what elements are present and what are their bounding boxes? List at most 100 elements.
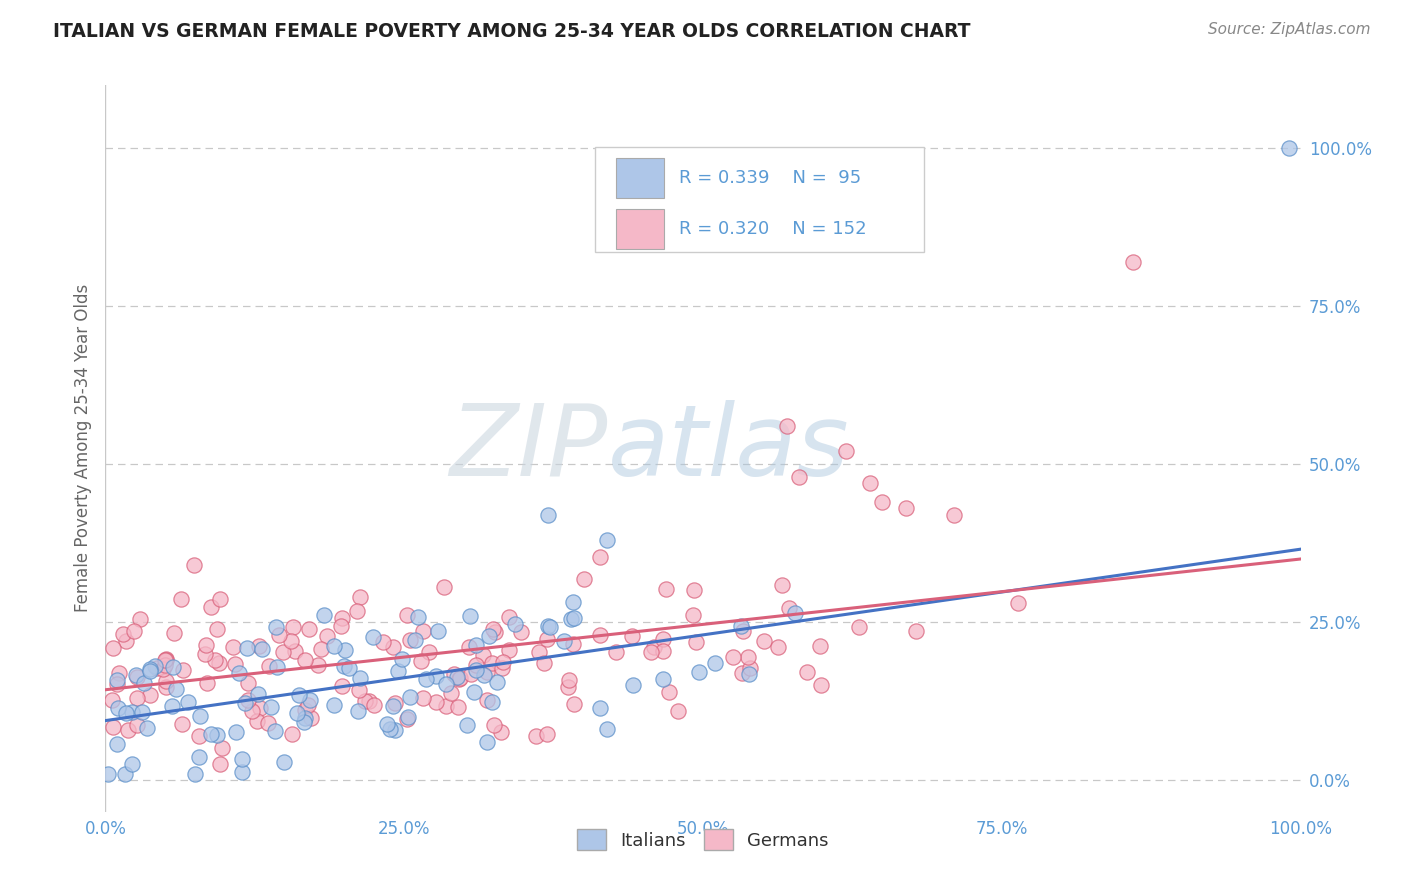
Point [155,673,177,688]
Point [231,764,253,779]
Point [766,640,789,654]
Point [655,582,678,597]
Point [406,610,429,624]
Point [222,640,245,655]
Point [281,620,304,634]
Point [153,653,176,667]
Point [562,698,585,712]
Point [280,727,302,741]
Point [347,682,370,697]
Point [121,757,143,772]
Point [280,633,302,648]
Point [105,677,128,691]
Point [572,572,595,586]
Point [942,508,965,522]
Point [460,666,482,681]
Point [188,709,211,723]
Point [391,652,413,666]
FancyBboxPatch shape [616,209,664,249]
Point [108,665,131,680]
Point [155,652,177,666]
Point [316,629,339,643]
Point [481,695,503,709]
Point [640,645,662,659]
Point [447,673,470,687]
Point [620,629,643,643]
Point [524,730,547,744]
Point [349,590,371,604]
Point [143,659,166,673]
Point [235,696,257,710]
Point [373,634,395,648]
Point [129,612,152,626]
Point [446,700,468,714]
Point [246,687,269,701]
Point [778,601,800,615]
Point [808,640,831,654]
Point [285,706,308,721]
Point [236,693,259,707]
Point [425,669,447,683]
Point [482,622,505,636]
Point [299,711,322,725]
Point [208,756,231,771]
Point [311,641,333,656]
Point [333,642,356,657]
Point [131,705,153,719]
Point [225,724,247,739]
Point [872,495,894,509]
Point [560,612,582,626]
Point [737,666,759,681]
Point [208,592,231,607]
Point [242,704,264,718]
Text: ITALIAN VS GERMAN FEMALE POVERTY AMONG 25-34 YEAR OLDS CORRELATION CHART: ITALIAN VS GERMAN FEMALE POVERTY AMONG 2… [53,22,972,41]
Point [361,630,384,644]
Point [121,705,143,719]
Point [426,624,449,638]
Point [562,611,585,625]
Point [682,608,704,623]
Point [398,690,420,704]
Point [492,655,515,669]
Point [404,633,426,648]
Point [163,626,186,640]
Point [139,662,162,676]
Point [247,639,270,653]
Point [211,740,233,755]
Point [135,721,157,735]
Point [460,609,482,624]
Point [330,619,353,633]
Point [589,628,612,642]
Point [194,638,217,652]
Point [257,659,280,673]
Point [314,608,336,623]
Point [538,620,561,634]
Point [651,644,673,658]
Point [139,688,162,702]
Point [787,469,810,483]
Point [381,699,404,714]
Point [294,703,316,717]
Point [731,666,754,681]
Point [477,735,499,749]
Point [155,680,177,694]
Point [484,625,506,640]
Point [464,638,486,652]
Point [153,658,176,673]
Point [205,622,228,636]
Point [284,644,307,658]
Point [264,724,287,739]
Point [465,663,488,677]
Point [298,622,321,636]
Point [409,654,432,668]
Point [527,645,550,659]
Point [347,704,370,718]
Point [266,660,288,674]
Point [733,624,755,639]
Point [896,501,918,516]
Point [294,711,316,725]
Point [1007,596,1029,610]
Point [114,766,136,780]
Point [557,681,579,695]
Point [107,701,129,715]
